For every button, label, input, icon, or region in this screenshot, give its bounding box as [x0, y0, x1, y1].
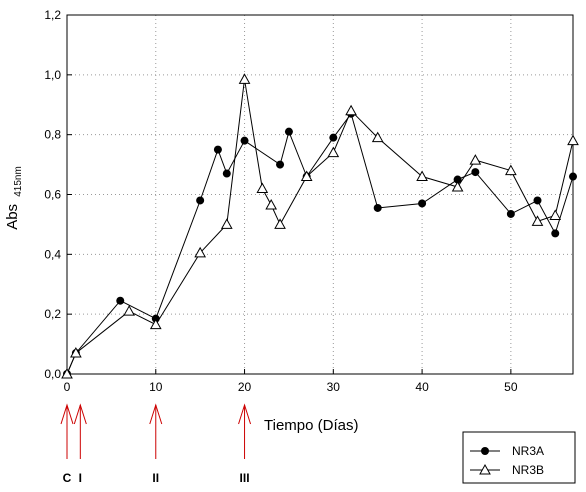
y-axis-title-main: Abs [4, 204, 21, 230]
y-tick-label: 1,0 [44, 68, 61, 82]
marker-label: C [63, 471, 72, 485]
series-nr3a [63, 109, 577, 378]
data-point-nr3b [220, 218, 233, 229]
legend: NR3A NR3B [462, 431, 576, 484]
data-point-nr3b [469, 154, 482, 165]
x-tick-label: 40 [415, 380, 429, 394]
legend-marker-nr3a [481, 447, 489, 455]
data-point-nr3a [471, 168, 480, 177]
data-point-nr3b [567, 134, 579, 146]
marker-i: I [73, 403, 87, 485]
y-tick-label: 0,4 [44, 247, 61, 261]
marker-arrow-head [73, 403, 87, 425]
data-point-nr3a [418, 199, 427, 208]
data-point-nr3b [300, 170, 313, 182]
data-point-nr3b [123, 305, 135, 316]
data-point-nr3a [551, 229, 560, 238]
marker-iii: III [238, 403, 252, 485]
data-point-nr3a [213, 145, 222, 154]
marker-arrow-head [238, 403, 252, 425]
data-point-nr3b [549, 209, 562, 220]
data-point-nr3b [149, 318, 162, 330]
data-point-nr3b [327, 146, 340, 158]
data-point-nr3a [533, 196, 542, 205]
marker-label: II [152, 471, 159, 485]
series-line-nr3b [66, 79, 574, 375]
series-line-nr3a [66, 112, 574, 375]
data-point-nr3a [196, 196, 205, 205]
marker-arrow-head [60, 403, 74, 425]
marker-label: I [79, 471, 82, 485]
legend-label-nr3b: NR3B [512, 463, 544, 477]
x-tick-label: 10 [149, 380, 163, 394]
data-point-nr3b [61, 367, 73, 379]
x-tick-label: 30 [327, 380, 341, 394]
data-point-nr3a [569, 172, 577, 181]
x-tick-label: 0 [64, 380, 71, 394]
y-axis-title-sub: 415nm [13, 166, 24, 197]
y-tick-label: 0,8 [44, 128, 61, 142]
data-point-nr3b [274, 218, 286, 229]
data-point-nr3a [506, 209, 515, 218]
x-axis-title: Tiempo (Días) [264, 417, 358, 434]
data-point-nr3a [284, 127, 293, 136]
data-point-nr3b [505, 164, 517, 176]
data-point-nr3a [329, 133, 338, 142]
data-point-nr3b [238, 73, 251, 84]
y-tick-label: 1,2 [44, 8, 61, 22]
marker-c: C [60, 403, 74, 485]
series-layer [61, 73, 579, 379]
axis-ticks: 0,0 0,2 0,4 0,6 0,8 1,0 1,2 0 10 20 30 40 50 [44, 8, 518, 394]
data-point-nr3a [222, 169, 231, 178]
data-point-nr3b [265, 198, 278, 210]
marker-ii: II [149, 403, 163, 485]
series-nr3b [61, 73, 579, 379]
treatment-markers: C I II III [60, 403, 252, 485]
data-point-nr3b [451, 180, 464, 192]
y-tick-label: 0,0 [44, 367, 61, 381]
legend-label-nr3a: NR3A [512, 444, 544, 458]
x-tick-label: 50 [504, 380, 518, 394]
data-point-nr3b [531, 215, 544, 226]
data-point-nr3b [371, 131, 384, 143]
data-point-nr3b [345, 104, 357, 116]
data-point-nr3b [194, 246, 207, 258]
marker-arrow-head [149, 403, 163, 425]
y-tick-label: 0,6 [44, 188, 61, 202]
y-tick-label: 0,2 [44, 307, 61, 321]
data-point-nr3b [416, 170, 428, 182]
data-point-nr3a [373, 203, 382, 212]
data-point-nr3b [256, 182, 269, 194]
y-axis-title: Abs 415nm [4, 166, 24, 230]
legend-marker-nr3b [479, 463, 491, 475]
data-point-nr3a [453, 175, 462, 184]
data-point-nr3b [70, 347, 82, 358]
marker-label: III [240, 471, 250, 485]
x-tick-label: 20 [238, 380, 252, 394]
data-point-nr3a [240, 136, 249, 145]
grid [67, 15, 573, 374]
data-point-nr3a [116, 296, 125, 305]
data-point-nr3a [276, 160, 285, 169]
